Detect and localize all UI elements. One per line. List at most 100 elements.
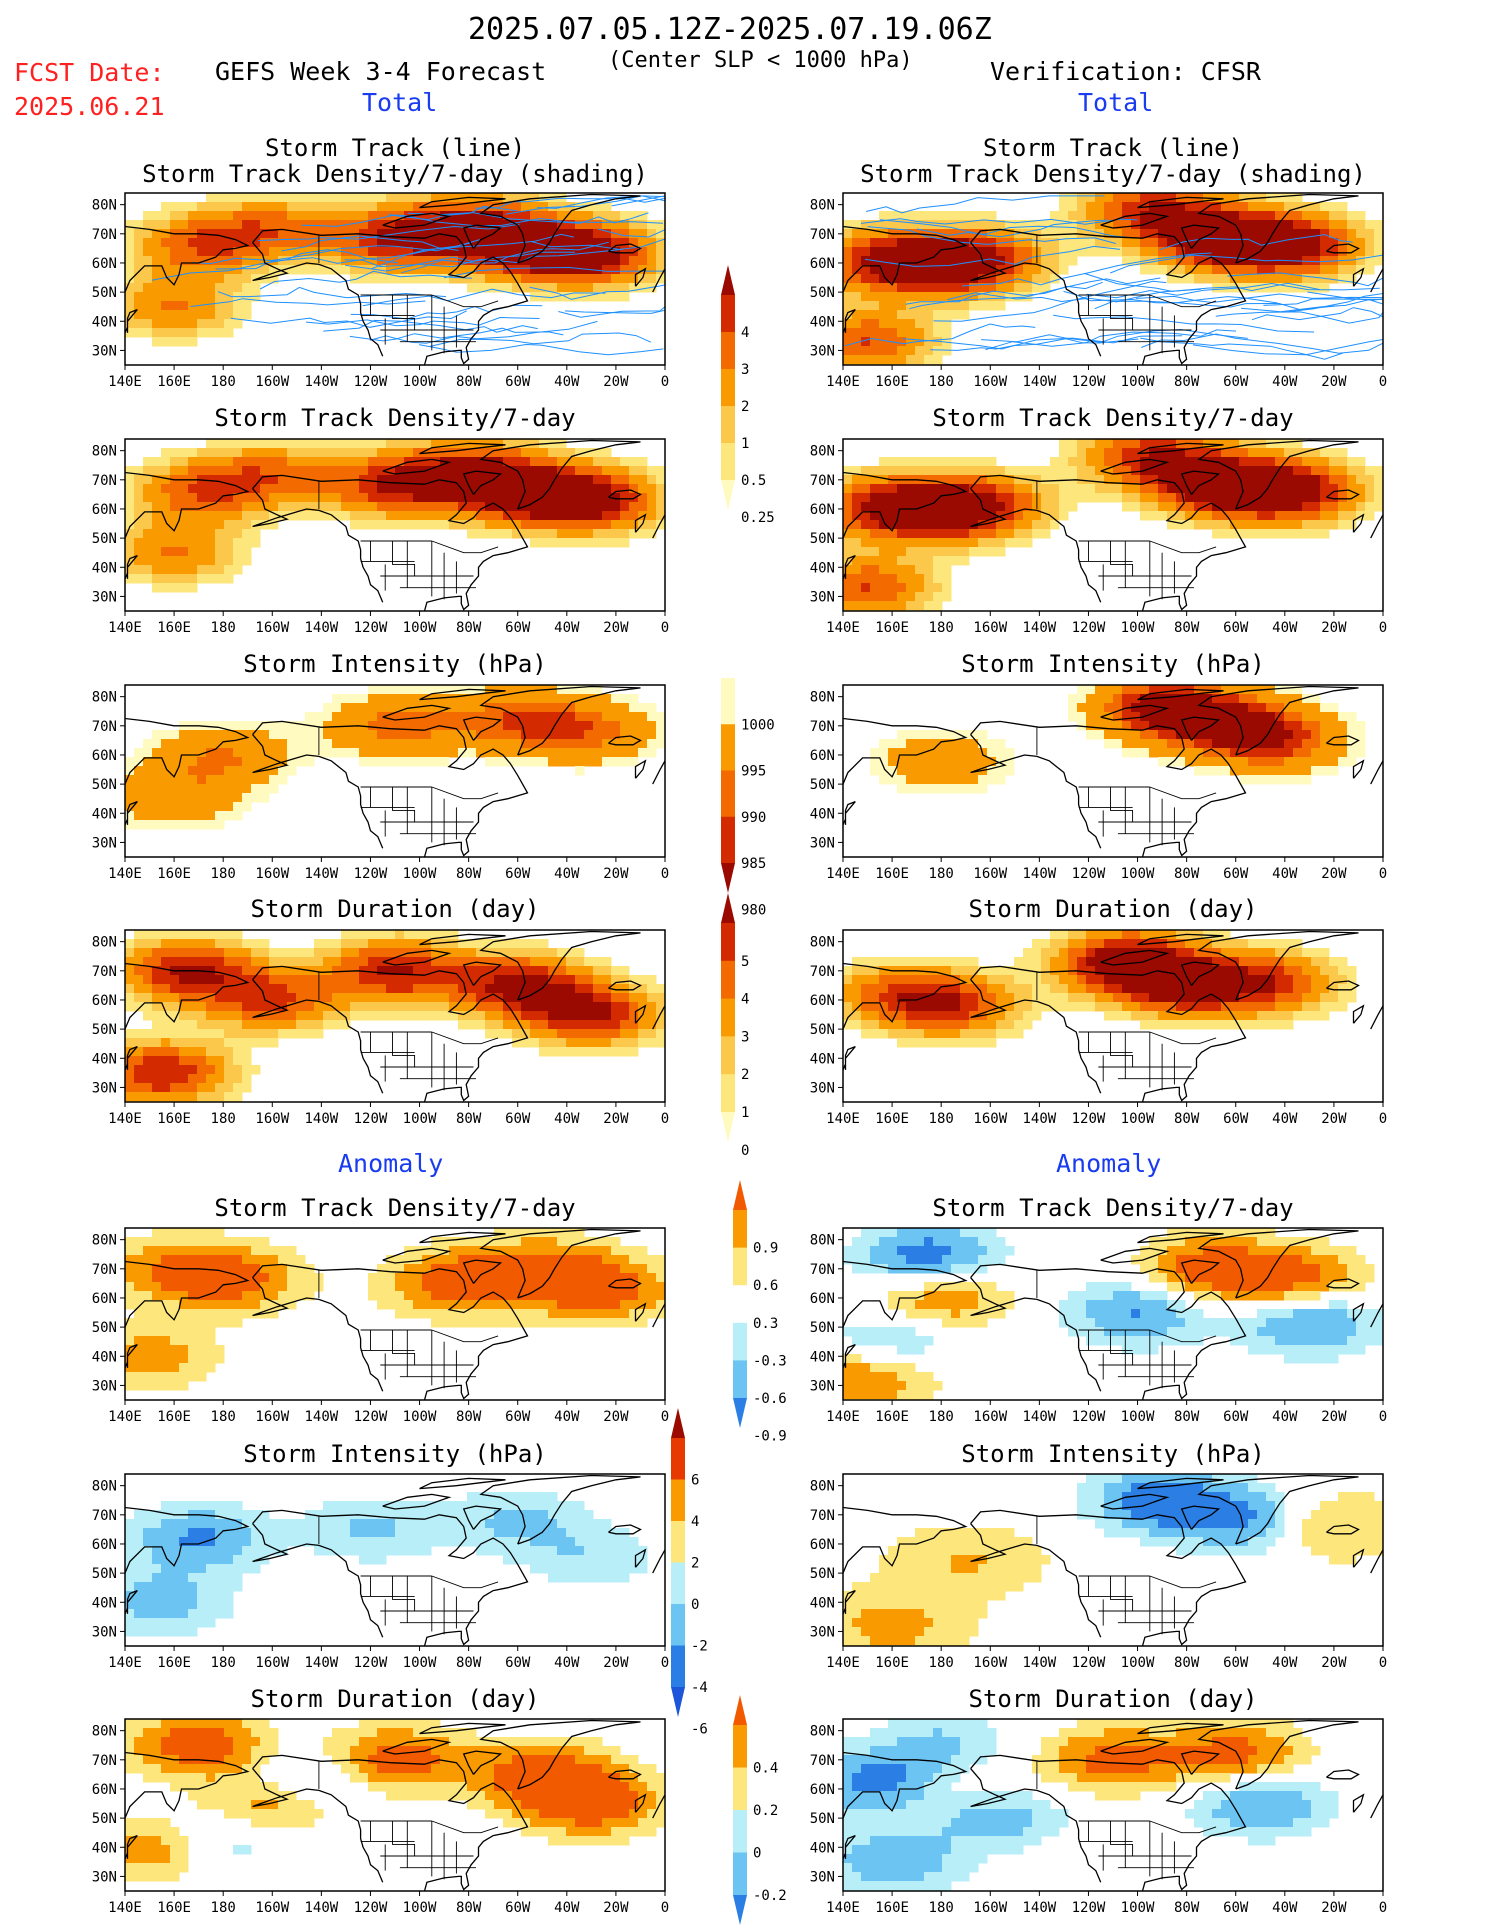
lon-tick-label: 0 bbox=[661, 620, 669, 636]
colorbar-label: -0.3 bbox=[753, 1353, 787, 1369]
lon-tick-label: 140W bbox=[1023, 1655, 1057, 1671]
lat-tick-label: 50N bbox=[92, 531, 117, 547]
colorbar-label: 0 bbox=[741, 1143, 749, 1159]
map-shading-forecast-duration_anom bbox=[125, 1719, 665, 1891]
lon-tick-label: 0 bbox=[1379, 374, 1387, 390]
map-shading-forecast-density_anom bbox=[125, 1228, 665, 1400]
lat-tick-label: 80N bbox=[92, 1724, 117, 1740]
lat-tick-label: 70N bbox=[92, 1262, 117, 1278]
colorbar-swatch bbox=[671, 1562, 685, 1605]
panel-title: Storm Track (line) bbox=[983, 134, 1243, 162]
map-frame bbox=[842, 1227, 1384, 1401]
slp-criterion: (Center SLP < 1000 hPa) bbox=[608, 48, 913, 73]
lon-tick-label: 0 bbox=[661, 866, 669, 882]
panel-title: Storm Intensity (hPa) bbox=[961, 650, 1264, 678]
colorbar-label: 3 bbox=[741, 362, 749, 378]
lon-tick-label: 20W bbox=[1321, 374, 1347, 390]
lon-tick-label: 60W bbox=[505, 1655, 531, 1671]
colorbar-label: 0.2 bbox=[753, 1803, 778, 1819]
colorbar-label: 980 bbox=[741, 902, 766, 918]
lon-tick-label: 20W bbox=[1321, 1409, 1347, 1425]
map-shading-forecast-intensity bbox=[125, 685, 665, 857]
colorbar-label: 0.6 bbox=[753, 1278, 778, 1294]
colorbar-swatch bbox=[721, 1036, 735, 1075]
lon-tick-label: 140E bbox=[108, 866, 142, 882]
colorbar-swatch bbox=[733, 1322, 747, 1361]
lon-tick-label: 180 bbox=[929, 374, 954, 390]
map-frame bbox=[124, 929, 666, 1103]
colorbar-duration: 5 4 3 2 1 0 bbox=[721, 893, 749, 1159]
colorbar-top-arrow bbox=[721, 265, 735, 295]
lon-tick-label: 20W bbox=[603, 374, 629, 390]
map-panel-verification-duration: 80N 70N 60N 50N 40N 30N 140E 160E 180 160W 140W 120… bbox=[810, 895, 1388, 1127]
lon-tick-label: 120W bbox=[354, 374, 388, 390]
lat-tick-label: 50N bbox=[92, 777, 117, 793]
lon-tick-label: 180 bbox=[211, 1655, 236, 1671]
colorbar-label: 5 bbox=[741, 954, 749, 970]
lon-tick-label: 160E bbox=[875, 1111, 909, 1127]
lat-tick-label: 80N bbox=[810, 198, 835, 214]
panel-title: Storm Duration (day) bbox=[251, 1685, 540, 1713]
lat-tick-label: 60N bbox=[810, 1291, 835, 1307]
map-shading-verification-density bbox=[843, 439, 1383, 611]
lat-tick-label: 70N bbox=[810, 964, 835, 980]
lon-tick-label: 100W bbox=[403, 1111, 437, 1127]
lon-tick-label: 100W bbox=[1121, 1900, 1155, 1916]
colorbar-bottom-arrow bbox=[721, 480, 735, 510]
lon-tick-label: 140W bbox=[305, 1655, 339, 1671]
lat-tick-label: 80N bbox=[92, 444, 117, 460]
map-panel-forecast-intensity: 80N 70N 60N 50N 40N 30N 140E 160E 180 160W 140W 120… bbox=[92, 650, 670, 882]
lat-tick-label: 70N bbox=[810, 473, 835, 489]
lat-tick-label: 70N bbox=[810, 1508, 835, 1524]
colorbar-swatch bbox=[733, 1285, 747, 1324]
map-frame bbox=[124, 684, 666, 858]
lon-tick-label: 120W bbox=[354, 1900, 388, 1916]
lon-tick-label: 160W bbox=[255, 1900, 289, 1916]
lon-tick-label: 40W bbox=[1272, 374, 1298, 390]
lon-tick-label: 140W bbox=[1023, 1900, 1057, 1916]
lat-tick-label: 60N bbox=[92, 1782, 117, 1798]
lat-tick-label: 60N bbox=[92, 1537, 117, 1553]
colorbar-swatch bbox=[721, 678, 735, 725]
lon-tick-label: 180 bbox=[211, 620, 236, 636]
lon-tick-label: 140W bbox=[305, 866, 339, 882]
colorbar-label: 2 bbox=[741, 1067, 749, 1083]
lon-tick-label: 80W bbox=[456, 374, 482, 390]
lon-tick-label: 100W bbox=[1121, 1655, 1155, 1671]
lat-tick-label: 50N bbox=[92, 285, 117, 301]
lon-tick-label: 180 bbox=[929, 1655, 954, 1671]
lat-tick-label: 60N bbox=[810, 748, 835, 764]
lon-tick-label: 140W bbox=[305, 1900, 339, 1916]
lon-tick-label: 80W bbox=[456, 1409, 482, 1425]
map-panel-forecast-duration: 80N 70N 60N 50N 40N 30N 140E 160E 180 160W 140W 120… bbox=[92, 895, 670, 1127]
panel-title: Storm Track Density/7-day bbox=[214, 1194, 575, 1222]
lon-tick-label: 80W bbox=[1174, 374, 1200, 390]
map-shading-verification-intensity_anom bbox=[843, 1474, 1383, 1646]
colorbar-intensity_anom: 6 4 2 0 -2 -4 -6 bbox=[671, 1408, 708, 1738]
lat-tick-label: 30N bbox=[92, 343, 117, 359]
lon-tick-label: 0 bbox=[1379, 866, 1387, 882]
lon-tick-label: 180 bbox=[929, 620, 954, 636]
map-frame bbox=[842, 192, 1384, 366]
map-panel-verification-duration_anom: 80N 70N 60N 50N 40N 30N 140E 160E 180 160W 140W 120… bbox=[810, 1685, 1388, 1916]
lat-tick-label: 60N bbox=[810, 1537, 835, 1553]
colorbar-label: 0 bbox=[753, 1846, 761, 1862]
lon-tick-label: 20W bbox=[1321, 866, 1347, 882]
lon-tick-label: 160W bbox=[255, 1655, 289, 1671]
lon-tick-label: 80W bbox=[456, 620, 482, 636]
colorbar-swatch bbox=[733, 1725, 747, 1768]
lat-tick-label: 40N bbox=[92, 1840, 117, 1856]
lon-tick-label: 80W bbox=[456, 1655, 482, 1671]
panel-title: Storm Intensity (hPa) bbox=[243, 1440, 546, 1468]
lat-tick-label: 50N bbox=[92, 1566, 117, 1582]
lat-tick-label: 70N bbox=[92, 473, 117, 489]
map-panel-verification-density: 80N 70N 60N 50N 40N 30N 140E 160E 180 160W 140W 120… bbox=[810, 404, 1388, 636]
lat-tick-label: 80N bbox=[810, 935, 835, 951]
lon-tick-label: 40W bbox=[1272, 1111, 1298, 1127]
lon-tick-label: 180 bbox=[929, 1111, 954, 1127]
lat-tick-label: 50N bbox=[810, 531, 835, 547]
lon-tick-label: 40W bbox=[1272, 866, 1298, 882]
colorbar-label: -0.9 bbox=[753, 1429, 787, 1445]
lon-tick-label: 120W bbox=[354, 1409, 388, 1425]
lon-tick-label: 20W bbox=[1321, 1900, 1347, 1916]
